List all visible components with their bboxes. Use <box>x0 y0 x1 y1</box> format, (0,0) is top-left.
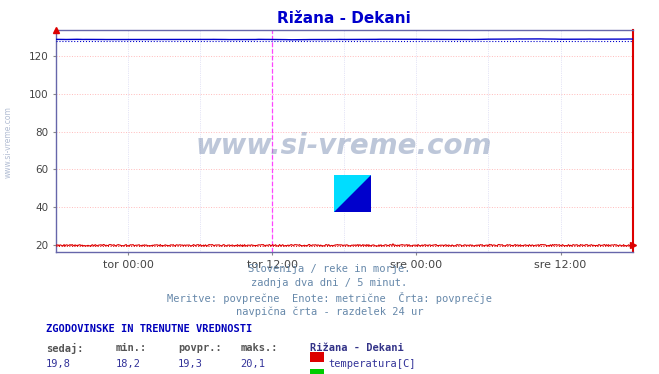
Title: Rižana - Dekani: Rižana - Dekani <box>277 11 411 26</box>
Text: www.si-vreme.com: www.si-vreme.com <box>196 132 492 160</box>
Text: 19,8: 19,8 <box>46 359 71 370</box>
Text: 18,2: 18,2 <box>115 359 140 370</box>
Text: Slovenija / reke in morje.: Slovenija / reke in morje. <box>248 264 411 274</box>
Text: sedaj:: sedaj: <box>46 343 84 354</box>
Text: Meritve: povprečne  Enote: metrične  Črta: povprečje: Meritve: povprečne Enote: metrične Črta:… <box>167 292 492 304</box>
Text: Rižana - Dekani: Rižana - Dekani <box>310 343 403 353</box>
Text: 20,1: 20,1 <box>241 359 266 370</box>
Text: min.:: min.: <box>115 343 146 353</box>
Text: temperatura[C]: temperatura[C] <box>328 359 416 370</box>
Polygon shape <box>335 175 371 212</box>
Text: ZGODOVINSKE IN TRENUTNE VREDNOSTI: ZGODOVINSKE IN TRENUTNE VREDNOSTI <box>46 324 252 334</box>
Text: 19,3: 19,3 <box>178 359 203 370</box>
Text: www.si-vreme.com: www.si-vreme.com <box>3 106 13 178</box>
Text: navpična črta - razdelek 24 ur: navpična črta - razdelek 24 ur <box>236 306 423 317</box>
Text: zadnja dva dni / 5 minut.: zadnja dva dni / 5 minut. <box>251 278 408 288</box>
Polygon shape <box>335 175 371 212</box>
Polygon shape <box>335 175 371 194</box>
Text: povpr.:: povpr.: <box>178 343 221 353</box>
Text: maks.:: maks.: <box>241 343 278 353</box>
